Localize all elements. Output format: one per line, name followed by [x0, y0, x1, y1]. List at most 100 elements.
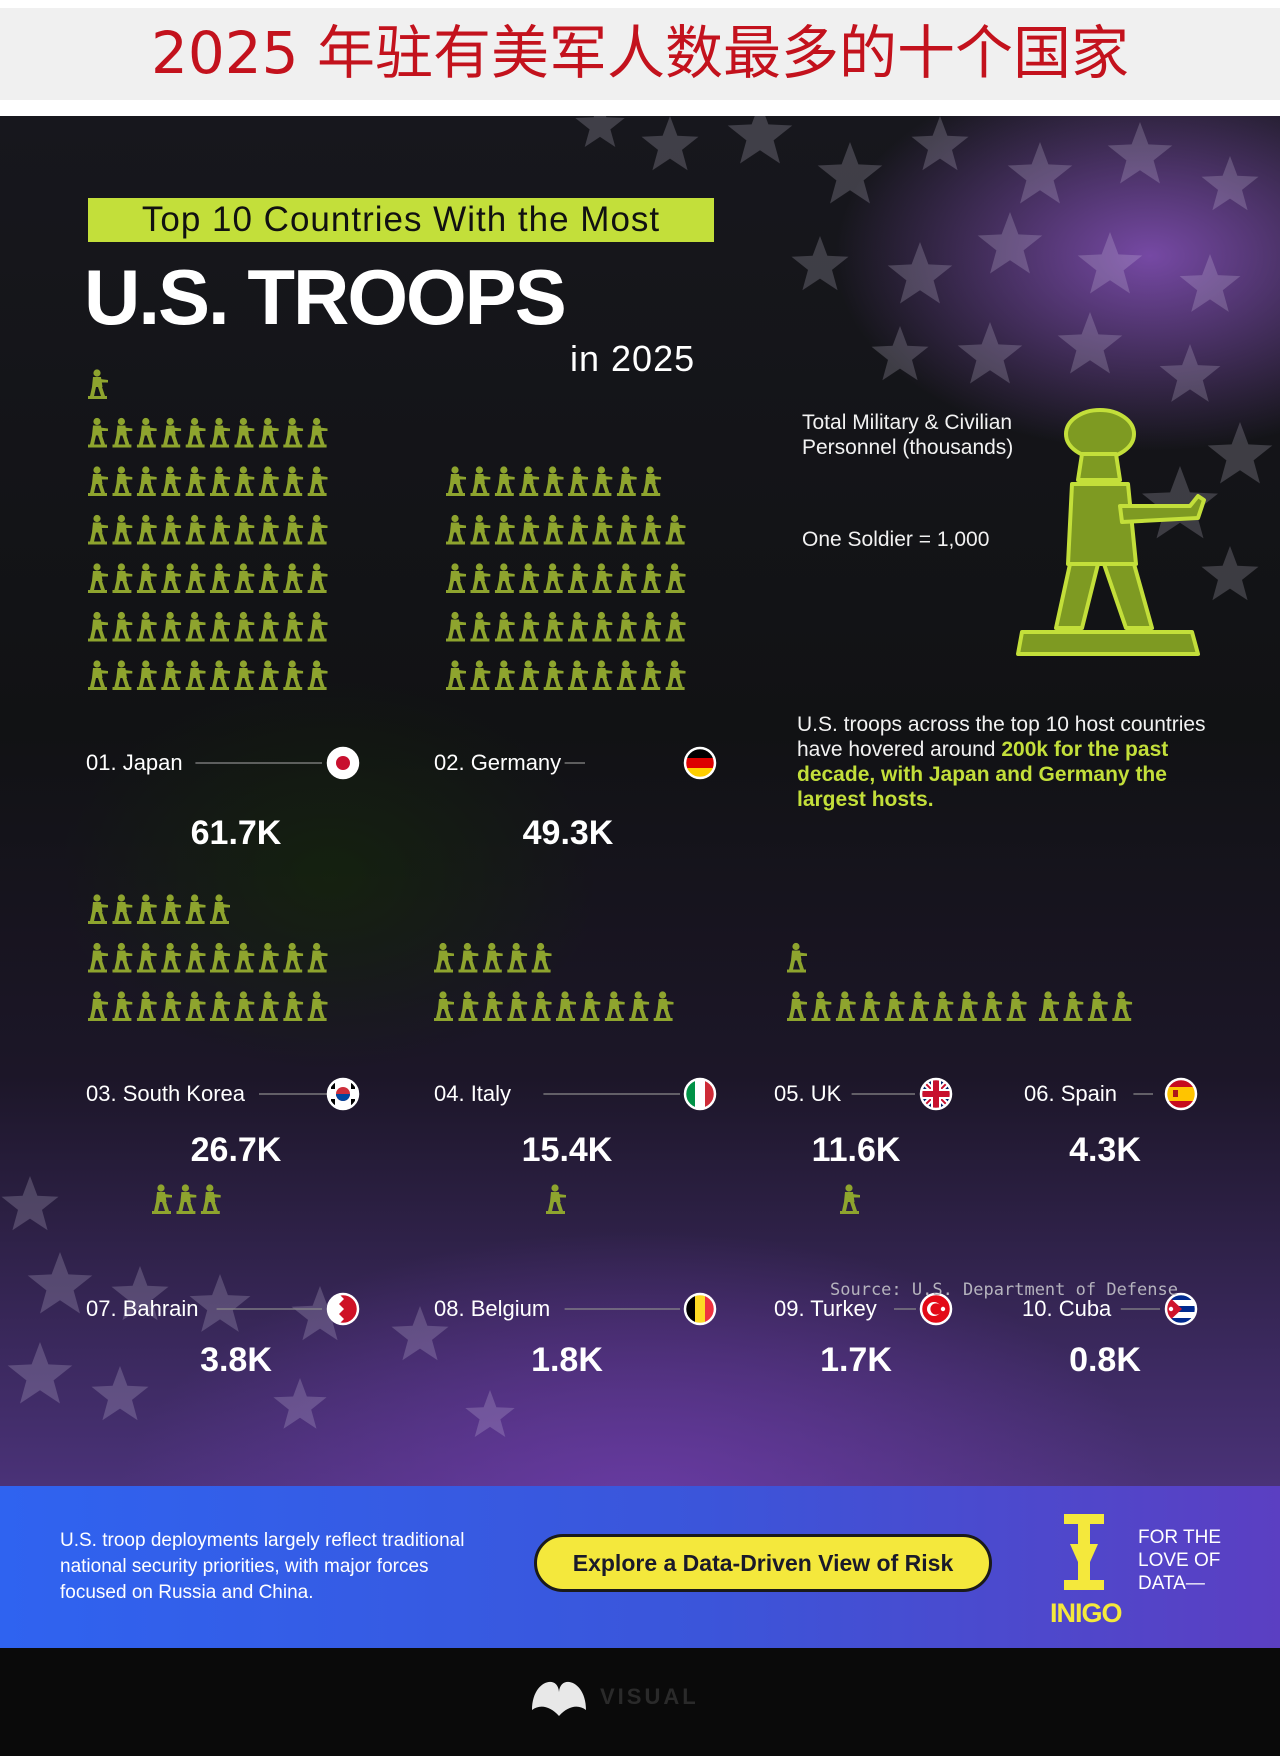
- country-8: 08. Belgium 1.8K: [434, 1184, 717, 1379]
- soldier-icon: [136, 942, 157, 973]
- soldier-icon: [88, 369, 108, 399]
- note: U.S. troops across the top 10 host count…: [797, 712, 1217, 812]
- explore-risk-button[interactable]: Explore a Data-Driven View of Risk: [534, 1534, 992, 1592]
- soldier-icon: [507, 942, 528, 973]
- star-shape-25: [391, 1306, 449, 1361]
- soldier-icon: [258, 942, 279, 973]
- soldier-icon: [482, 942, 503, 973]
- value-label: 0.8K: [1069, 1341, 1141, 1379]
- soldier-icon: [307, 514, 328, 545]
- soldier-icon: [307, 466, 328, 496]
- soldier-icon: [112, 563, 133, 593]
- italy-flag: [683, 1077, 717, 1111]
- soldier-icon: [307, 991, 328, 1021]
- soldier-icon: [665, 611, 686, 642]
- soldier-icon: [234, 991, 255, 1021]
- soldier-icon-partial: [234, 902, 255, 924]
- soldier-icon: [616, 514, 637, 545]
- cuba-flag: [1164, 1292, 1198, 1326]
- soldier-icon: [568, 660, 588, 690]
- soldier-icon: [665, 514, 686, 545]
- star-shape-14: [957, 322, 1023, 384]
- soldier-icon: [787, 942, 807, 973]
- star-shape-18: [1201, 546, 1259, 601]
- soldier-icon: [161, 563, 182, 593]
- soldier-icon: [592, 563, 613, 593]
- soldier-icon: [258, 466, 279, 496]
- soldier-icon: [185, 942, 206, 973]
- banner-title: 2025 年驻有美军人数最多的十个国家: [150, 19, 1130, 87]
- soldier-icon-partial: [811, 954, 832, 973]
- soldier-icon: [458, 942, 479, 973]
- soldier-icon: [283, 611, 304, 642]
- soldier-icon: [283, 660, 304, 690]
- soldier-icon: [665, 660, 686, 690]
- soldier-icon: [152, 1184, 172, 1214]
- soldier-icon: [234, 942, 255, 973]
- soldier-icon: [568, 611, 588, 642]
- soldier-icon: [787, 991, 807, 1021]
- soldier-icon: [470, 611, 491, 642]
- star-shape-3: [817, 142, 883, 204]
- soldier-icon: [568, 466, 588, 496]
- soldier-icon: [494, 466, 515, 496]
- soldier-icon: [161, 514, 182, 545]
- star-shape-19: [1142, 466, 1218, 539]
- bottom-bar: VISUAL: [0, 1648, 1280, 1756]
- soldier-icon: [88, 417, 108, 448]
- soldier-icon: [592, 611, 613, 642]
- star-shape-26: [7, 1342, 73, 1404]
- soldier-icon: [604, 991, 625, 1021]
- soldier-icon: [210, 660, 230, 690]
- soldier-icon: [136, 991, 157, 1021]
- soldier-icon: [494, 611, 515, 642]
- soldier-icon: [234, 417, 255, 448]
- star-shape-15: [1057, 312, 1123, 374]
- soldier-icon: [210, 563, 230, 593]
- soldier-icon: [88, 514, 108, 545]
- soldier-icon: [185, 466, 206, 496]
- soldier-icon: [641, 563, 662, 593]
- soldier-icon: [258, 417, 279, 448]
- country-label: 08. Belgium: [434, 1296, 550, 1321]
- soldier-icon-partial: [665, 487, 686, 496]
- soldier-icon: [470, 466, 491, 496]
- soldier-icon: [283, 514, 304, 545]
- star-shape-7: [1201, 156, 1259, 211]
- subtitle-highlight: [88, 198, 714, 242]
- star-shape-17: [1207, 422, 1273, 484]
- star-shape-29: [465, 1390, 515, 1437]
- soldier-icon: [1112, 991, 1133, 1021]
- soldier-icon: [568, 563, 588, 593]
- soldier-icon: [1087, 991, 1108, 1021]
- soldier-icon: [519, 466, 540, 496]
- brand-tagline: FOR THE LOVE OF DATA—: [1138, 1527, 1222, 1594]
- soldier-icon: [470, 563, 491, 593]
- soldier-icon: [641, 466, 662, 496]
- country-5: 05. UK 11.6K: [774, 942, 1027, 1169]
- soldier-icon: [136, 466, 157, 496]
- soldier-icon: [1016, 408, 1206, 656]
- soldier-icon: [531, 942, 552, 973]
- soldier-icon: [234, 563, 255, 593]
- soldier-icon: [860, 991, 881, 1021]
- value-label: 26.7K: [191, 1131, 282, 1169]
- soldier-icon: [258, 514, 279, 545]
- legend-unit: One Soldier = 1,000: [802, 528, 990, 551]
- star-shape-1: [641, 116, 699, 171]
- soldier-icon: [653, 991, 674, 1021]
- soldier-icon: [556, 991, 576, 1021]
- star-shape-24: [291, 1286, 349, 1341]
- star-shape-6: [1107, 122, 1173, 184]
- soldier-icon: [307, 942, 328, 973]
- soldier-icon: [909, 991, 929, 1021]
- soldier-icon: [307, 417, 328, 448]
- value-label: 11.6K: [812, 1131, 901, 1169]
- soldier-icon: [458, 991, 479, 1021]
- soldier-icon-partial: [1074, 1189, 1094, 1214]
- soldier-icon: [307, 660, 328, 690]
- soldier-icon: [258, 611, 279, 642]
- soldier-icon: [185, 563, 206, 593]
- soldier-icon: [283, 417, 304, 448]
